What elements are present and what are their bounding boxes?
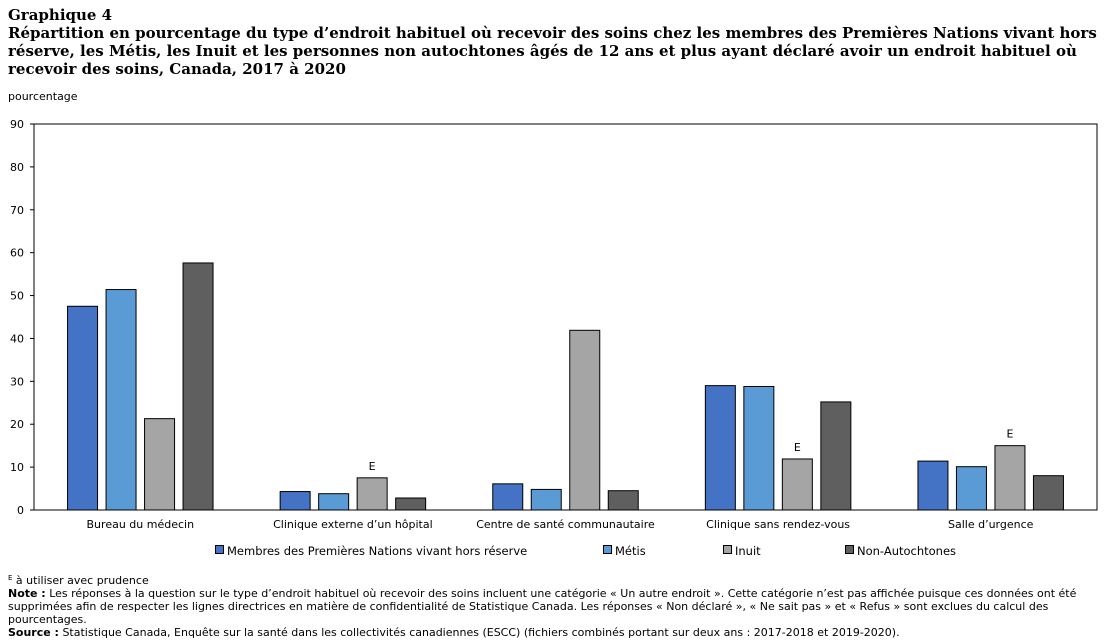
e-footnote: E à utiliser avec prudence bbox=[8, 572, 1103, 587]
source-footnote: Source : Statistique Canada, Enquête sur… bbox=[8, 626, 1103, 639]
legend-label: Membres des Premières Nations vivant hor… bbox=[227, 544, 528, 558]
bar-flag-label: E bbox=[369, 460, 376, 473]
bar bbox=[105, 289, 137, 511]
legend-swatch bbox=[603, 545, 612, 554]
bar bbox=[279, 491, 311, 511]
bar bbox=[356, 477, 388, 511]
chart-footnotes: E à utiliser avec prudence Note : Les ré… bbox=[8, 572, 1103, 639]
bar bbox=[144, 418, 176, 511]
source-text: Statistique Canada, Enquête sur la santé… bbox=[58, 626, 900, 639]
bar bbox=[743, 385, 775, 511]
chart-number: Graphique 4 bbox=[8, 6, 113, 24]
x-tick-label: Bureau du médecin bbox=[87, 518, 195, 531]
chart-title: Répartition en pourcentage du type d’end… bbox=[8, 24, 1097, 78]
bar bbox=[67, 305, 99, 511]
legend-swatch bbox=[215, 545, 224, 554]
chart-legend: Membres des Premières Nations vivant hor… bbox=[0, 544, 1113, 560]
bar bbox=[569, 329, 601, 511]
legend-item: Non-Autochtones bbox=[845, 544, 956, 558]
bar-flag-label: E bbox=[794, 441, 801, 454]
bar bbox=[492, 483, 524, 511]
bar bbox=[1032, 475, 1064, 511]
source-label: Source : bbox=[8, 626, 59, 639]
legend-item: Métis bbox=[603, 544, 646, 558]
y-tick-label: 40 bbox=[10, 332, 24, 345]
legend-swatch bbox=[723, 545, 732, 554]
bar bbox=[318, 493, 350, 511]
x-tick-label: Centre de santé communautaire bbox=[476, 518, 655, 531]
bar bbox=[704, 385, 736, 511]
chart-title-block: Graphique 4 Répartition en pourcentage d… bbox=[8, 6, 1103, 78]
note-text: Les réponses à la question sur le type d… bbox=[8, 587, 1077, 626]
legend-item: Membres des Premières Nations vivant hor… bbox=[215, 544, 527, 558]
y-tick-label: 50 bbox=[10, 290, 24, 303]
y-axis-unit-label: pourcentage bbox=[8, 90, 78, 103]
y-tick-label: 30 bbox=[10, 375, 24, 388]
y-tick-label: 0 bbox=[17, 504, 24, 517]
bar bbox=[820, 401, 852, 511]
y-tick-label: 70 bbox=[10, 204, 24, 217]
bar bbox=[781, 458, 813, 511]
x-tick-label: Salle d’urgence bbox=[948, 518, 1034, 531]
x-tick-label: Clinique externe d’un hôpital bbox=[273, 518, 433, 531]
e-footnote-symbol: E bbox=[8, 574, 13, 582]
note-label: Note : bbox=[8, 587, 46, 600]
e-footnote-text: à utiliser avec prudence bbox=[12, 574, 149, 587]
bar bbox=[530, 488, 562, 511]
bar bbox=[917, 460, 949, 511]
legend-label: Inuit bbox=[735, 544, 761, 558]
legend-swatch bbox=[845, 545, 854, 554]
y-tick-label: 90 bbox=[10, 118, 24, 131]
bar-chart: 0 10 20 30 40 50 60 70 80 90 Bureau du médecin E Cli… bbox=[10, 118, 1098, 531]
bar bbox=[395, 497, 427, 511]
y-tick-label: 60 bbox=[10, 247, 24, 260]
bar-flag-label: E bbox=[1006, 428, 1013, 441]
bar bbox=[955, 466, 987, 511]
legend-item: Inuit bbox=[723, 544, 761, 558]
y-tick-label: 10 bbox=[10, 461, 24, 474]
bar bbox=[182, 262, 214, 511]
bar bbox=[607, 490, 639, 511]
legend-label: Non-Autochtones bbox=[857, 544, 957, 558]
legend-label: Métis bbox=[615, 544, 646, 558]
y-tick-label: 80 bbox=[10, 161, 24, 174]
bar bbox=[994, 445, 1026, 511]
x-tick-label: Clinique sans rendez-vous bbox=[706, 518, 850, 531]
plot-area-frame bbox=[33, 123, 1098, 511]
y-tick-label: 20 bbox=[10, 418, 24, 431]
note-footnote: Note : Les réponses à la question sur le… bbox=[8, 587, 1103, 626]
